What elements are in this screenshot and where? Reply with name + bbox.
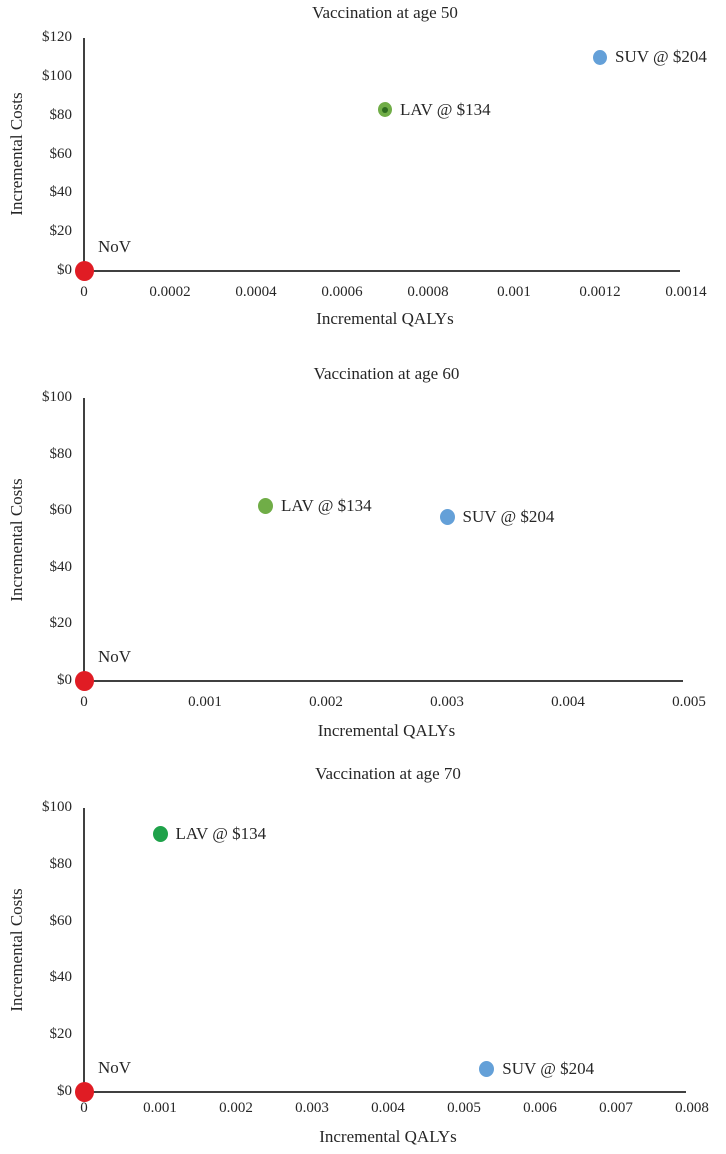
x-tick-label: 0.0004 xyxy=(235,284,277,300)
data-point-label-suv: SUV @ $204 xyxy=(462,506,555,526)
data-point-lav xyxy=(152,825,168,842)
x-tick-label: 0.001 xyxy=(497,284,531,300)
x-tick-label: 0.004 xyxy=(371,1100,405,1116)
y-tick-label: $100 xyxy=(42,67,72,84)
x-tick-label: 0.0002 xyxy=(149,284,191,300)
y-tick-label: $40 xyxy=(49,558,73,575)
x-tick-label: 0.006 xyxy=(523,1100,557,1116)
y-tick-label: $0 xyxy=(57,1083,72,1099)
data-point-lav xyxy=(258,497,273,514)
y-tick-label: $80 xyxy=(49,106,73,123)
y-tick-label: $100 xyxy=(42,389,72,405)
y-tick-label: $0 xyxy=(57,262,72,278)
data-point-label-lav: LAV @ $134 xyxy=(175,823,267,843)
x-axis-title: Incremental QALYs xyxy=(319,1127,457,1146)
data-point-label-nov: NoV xyxy=(98,647,132,666)
y-tick-label: $20 xyxy=(49,223,73,240)
data-point-nov xyxy=(74,261,94,281)
x-tick-label: 0.001 xyxy=(188,694,222,710)
y-tick-label: $0 xyxy=(57,672,72,688)
data-point-suv xyxy=(479,1061,495,1078)
y-tick-label: $80 xyxy=(49,445,73,462)
y-axis-line xyxy=(83,398,85,682)
chart-title: Vaccination at age 50 xyxy=(312,3,458,22)
x-tick-label: 0.0006 xyxy=(321,284,363,300)
x-axis-title: Incremental QALYs xyxy=(316,309,454,328)
data-point-label-suv: SUV @ $204 xyxy=(615,47,707,67)
x-tick-label: 0.003 xyxy=(430,694,464,710)
data-point-label-lav: LAV @ $134 xyxy=(400,99,491,119)
data-point-nov xyxy=(74,1082,94,1102)
x-axis-line xyxy=(84,1091,686,1093)
y-tick-label: $40 xyxy=(49,969,73,986)
y-tick-label: $80 xyxy=(49,855,73,872)
x-tick-label: 0.0012 xyxy=(579,284,621,300)
x-tick-label: 0.005 xyxy=(447,1100,481,1116)
data-point-label-nov: NoV xyxy=(98,1058,132,1077)
x-tick-label: 0 xyxy=(80,1100,88,1116)
data-point-label-nov: NoV xyxy=(98,237,132,256)
y-tick-label: $20 xyxy=(49,615,73,632)
x-tick-label: 0.001 xyxy=(143,1100,177,1116)
data-point-center-dot xyxy=(382,106,388,113)
x-tick-label: 0.002 xyxy=(219,1100,253,1116)
y-tick-label: $40 xyxy=(49,184,73,201)
y-axis-title: Incremental Costs xyxy=(7,888,26,1012)
y-tick-label: $60 xyxy=(49,145,73,162)
chart-title: Vaccination at age 70 xyxy=(315,764,461,783)
chart-title: Vaccination at age 60 xyxy=(313,364,460,383)
y-tick-label: $120 xyxy=(42,29,72,45)
x-tick-label: 0.008 xyxy=(675,1100,709,1116)
y-axis-title: Incremental Costs xyxy=(7,92,26,216)
y-axis-line xyxy=(83,808,85,1093)
x-tick-label: 0 xyxy=(80,694,88,710)
x-tick-label: 0.004 xyxy=(551,694,585,710)
x-axis-line xyxy=(84,680,683,682)
y-tick-label: $100 xyxy=(42,799,72,815)
data-point-label-suv: SUV @ $204 xyxy=(502,1059,595,1079)
x-tick-label: 0.0008 xyxy=(407,284,449,300)
data-point-label-lav: LAV @ $134 xyxy=(281,495,372,515)
data-point-suv xyxy=(593,49,607,65)
x-tick-label: 0.002 xyxy=(309,694,343,710)
x-tick-label: 0.0014 xyxy=(665,284,707,300)
y-axis-title: Incremental Costs xyxy=(7,478,26,602)
data-point-nov xyxy=(74,671,94,691)
y-tick-label: $60 xyxy=(49,912,73,929)
x-tick-label: 0.003 xyxy=(295,1100,329,1116)
y-tick-label: $60 xyxy=(49,502,73,519)
x-axis-line xyxy=(84,270,680,272)
y-tick-label: $20 xyxy=(49,1026,73,1043)
data-point-lav xyxy=(378,102,392,118)
x-tick-label: 0.005 xyxy=(672,694,706,710)
data-point-suv xyxy=(439,508,455,525)
x-tick-label: 0 xyxy=(80,284,88,300)
x-tick-label: 0.007 xyxy=(599,1100,633,1116)
x-axis-title: Incremental QALYs xyxy=(317,721,456,740)
y-axis-line xyxy=(83,38,85,272)
